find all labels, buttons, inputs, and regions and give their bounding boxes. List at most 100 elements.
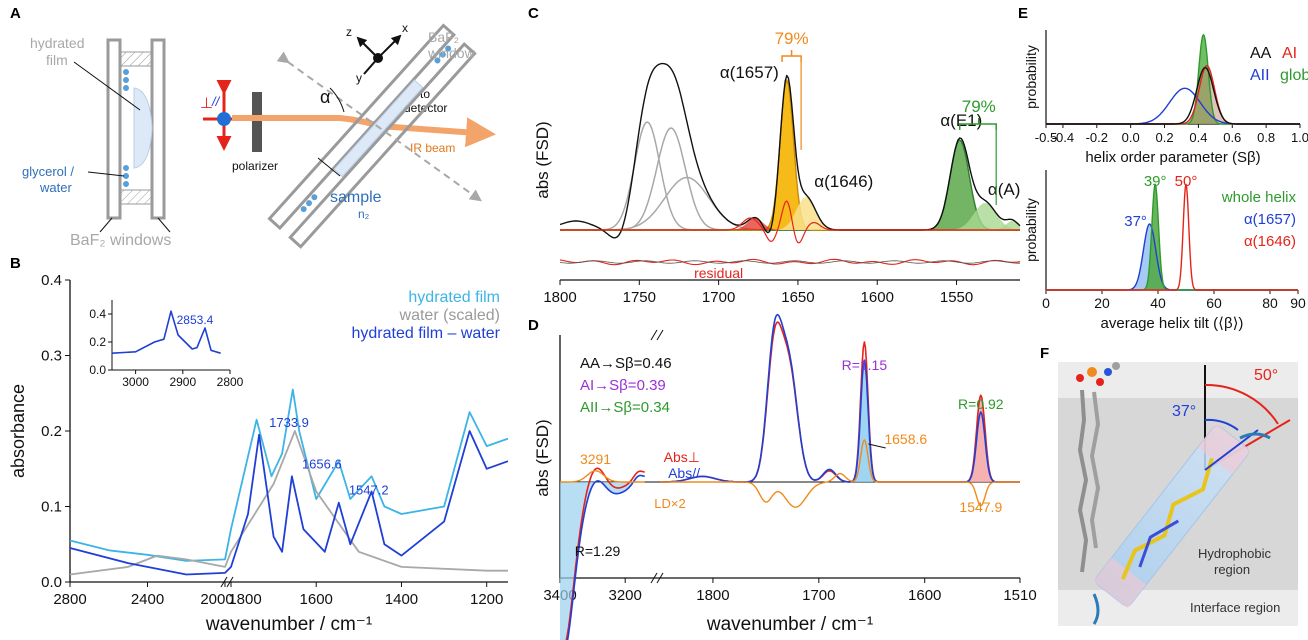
high-blue <box>566 474 645 640</box>
e1-legend-global: global <box>1280 67 1308 84</box>
e1-legend-aa: AA <box>1250 45 1272 62</box>
ld-line <box>660 439 1020 508</box>
label-interface: Interface region <box>1190 600 1280 615</box>
x-axis-title: wavenumber / cm⁻¹ <box>205 614 372 635</box>
e2-angle-39: 39° <box>1144 173 1167 190</box>
peak-label: 1547.2 <box>349 483 389 498</box>
label-1547: 1547.9 <box>959 499 1002 515</box>
helix <box>1093 423 1251 609</box>
x-axis-title: wavenumber / cm⁻¹ <box>706 614 873 635</box>
e1-x-tick-label: 0.0 <box>1122 130 1140 145</box>
x-tick-label: 3200 <box>608 587 641 604</box>
bracket-orange <box>781 50 802 62</box>
e2-x-tick-label: 60 <box>1206 295 1222 311</box>
inset-x-tick-label: 2900 <box>169 375 196 389</box>
e2-legend-entry: α(1646) <box>1244 233 1296 250</box>
high-orange <box>560 470 645 483</box>
window-leader <box>157 217 171 233</box>
residual-line-2 <box>559 260 1020 264</box>
inset-peak-label: 2853.4 <box>177 313 214 327</box>
x-tick-label: 1800 <box>228 591 261 608</box>
par-label: // <box>211 94 221 109</box>
residual-label: residual <box>694 265 743 281</box>
label-1658: 1658.6 <box>884 431 927 447</box>
band-1657 <box>560 80 1020 230</box>
e2-y-axis-title: probability <box>1023 198 1039 262</box>
x-tick-label: 2400 <box>131 591 164 608</box>
label-hydrated: hydrated <box>30 35 84 51</box>
panel-a: A hydrated film glycerol / water BaF₂ wi… <box>10 5 496 249</box>
label-n2: n₂ <box>358 207 370 221</box>
high-red <box>565 467 645 640</box>
x-tick-label: 1600 <box>908 587 941 604</box>
peak-label-e1: α(E1) <box>940 111 982 130</box>
pct-orange: 79% <box>775 29 809 48</box>
y-tick-label: 0.3 <box>41 348 62 365</box>
helix-tail <box>1092 593 1100 625</box>
droplet <box>123 85 129 91</box>
spacer-top <box>120 51 152 67</box>
axis-y-label: y <box>356 71 362 85</box>
label-hydrophobic: Hydrophobic <box>1198 546 1271 561</box>
panel-c: C 1800 1750 1700 1650 1600 1550 abs (FSD) resid… <box>528 5 1021 306</box>
bracket-green <box>958 118 997 130</box>
e2-legend-entry: whole helix <box>1221 189 1297 206</box>
order-annotation: AI→Sβ=0.39 <box>580 377 666 394</box>
droplet <box>123 181 129 187</box>
x-tick-label: 1600 <box>300 591 333 608</box>
label-water: water <box>39 180 72 195</box>
y-tick-label: 0.0 <box>41 574 62 591</box>
inset-y-tick-label: 0.2 <box>89 335 106 349</box>
label-film: film <box>46 52 68 68</box>
peak-label-a: α(A) <box>988 180 1021 199</box>
x-tick-label: 1600 <box>861 289 894 306</box>
label-polarizer: polarizer <box>232 159 278 173</box>
window-leader <box>99 217 113 233</box>
e2-legend-entry: α(1657) <box>1244 211 1296 228</box>
y-axis-title: abs (FSD) <box>533 121 552 198</box>
droplet <box>123 173 129 179</box>
helix-tail <box>1239 432 1271 440</box>
peak-label-1657: α(1657) <box>720 63 779 82</box>
leader-1658 <box>868 443 886 449</box>
x-tick-label: 1700 <box>802 587 835 604</box>
axis-break <box>656 329 664 341</box>
axis-x <box>377 34 402 59</box>
e2-angle-37: 37° <box>1124 213 1147 230</box>
axis-break <box>656 572 664 584</box>
e1-aii-line <box>1046 87 1300 125</box>
label-r129: R=1.29 <box>575 543 621 559</box>
droplet <box>123 77 129 83</box>
order-annotation: AII→Sβ=0.34 <box>580 399 670 416</box>
axis-z <box>356 36 379 59</box>
label-ir-beam: IR beam <box>410 141 455 155</box>
e1-x-tick-label: 0.8 <box>1257 130 1275 145</box>
inset-x-tick-label: 2800 <box>217 375 244 389</box>
peak-label: 1656.6 <box>302 456 342 471</box>
fit-line <box>560 200 1020 244</box>
inset-x-tick-label: 3000 <box>122 375 149 389</box>
axis-break <box>220 576 228 588</box>
axis-z-label: z <box>346 25 352 39</box>
spacer-bottom <box>120 189 152 205</box>
sample-leader <box>317 157 341 177</box>
label-3291: 3291 <box>580 451 611 467</box>
label-r092: R=0.92 <box>958 396 1004 412</box>
panel-letter-e: E <box>1018 5 1028 22</box>
x-tick-label: 2800 <box>53 591 86 608</box>
alpha-arc <box>329 87 345 113</box>
e1-aa-line <box>1046 66 1300 125</box>
e2-x-tick-label: 0 <box>1042 295 1050 311</box>
e1-x-axis-title: helix order parameter (Sβ) <box>1085 149 1260 166</box>
beam-source <box>217 112 231 126</box>
label-baf2: BaF₂ <box>428 29 459 45</box>
panel-letter-b: B <box>10 255 21 272</box>
e1-x-tick-label: 1.0 <box>1291 130 1308 145</box>
x-tick-label: 1750 <box>623 289 656 306</box>
series-line-1 <box>69 430 508 576</box>
e1-x-tick-label: -0.5 <box>1035 130 1057 145</box>
y-tick-label: 0.1 <box>41 499 62 516</box>
legend-ld: LD×2 <box>654 496 685 511</box>
panel-letter-c: C <box>528 5 539 22</box>
